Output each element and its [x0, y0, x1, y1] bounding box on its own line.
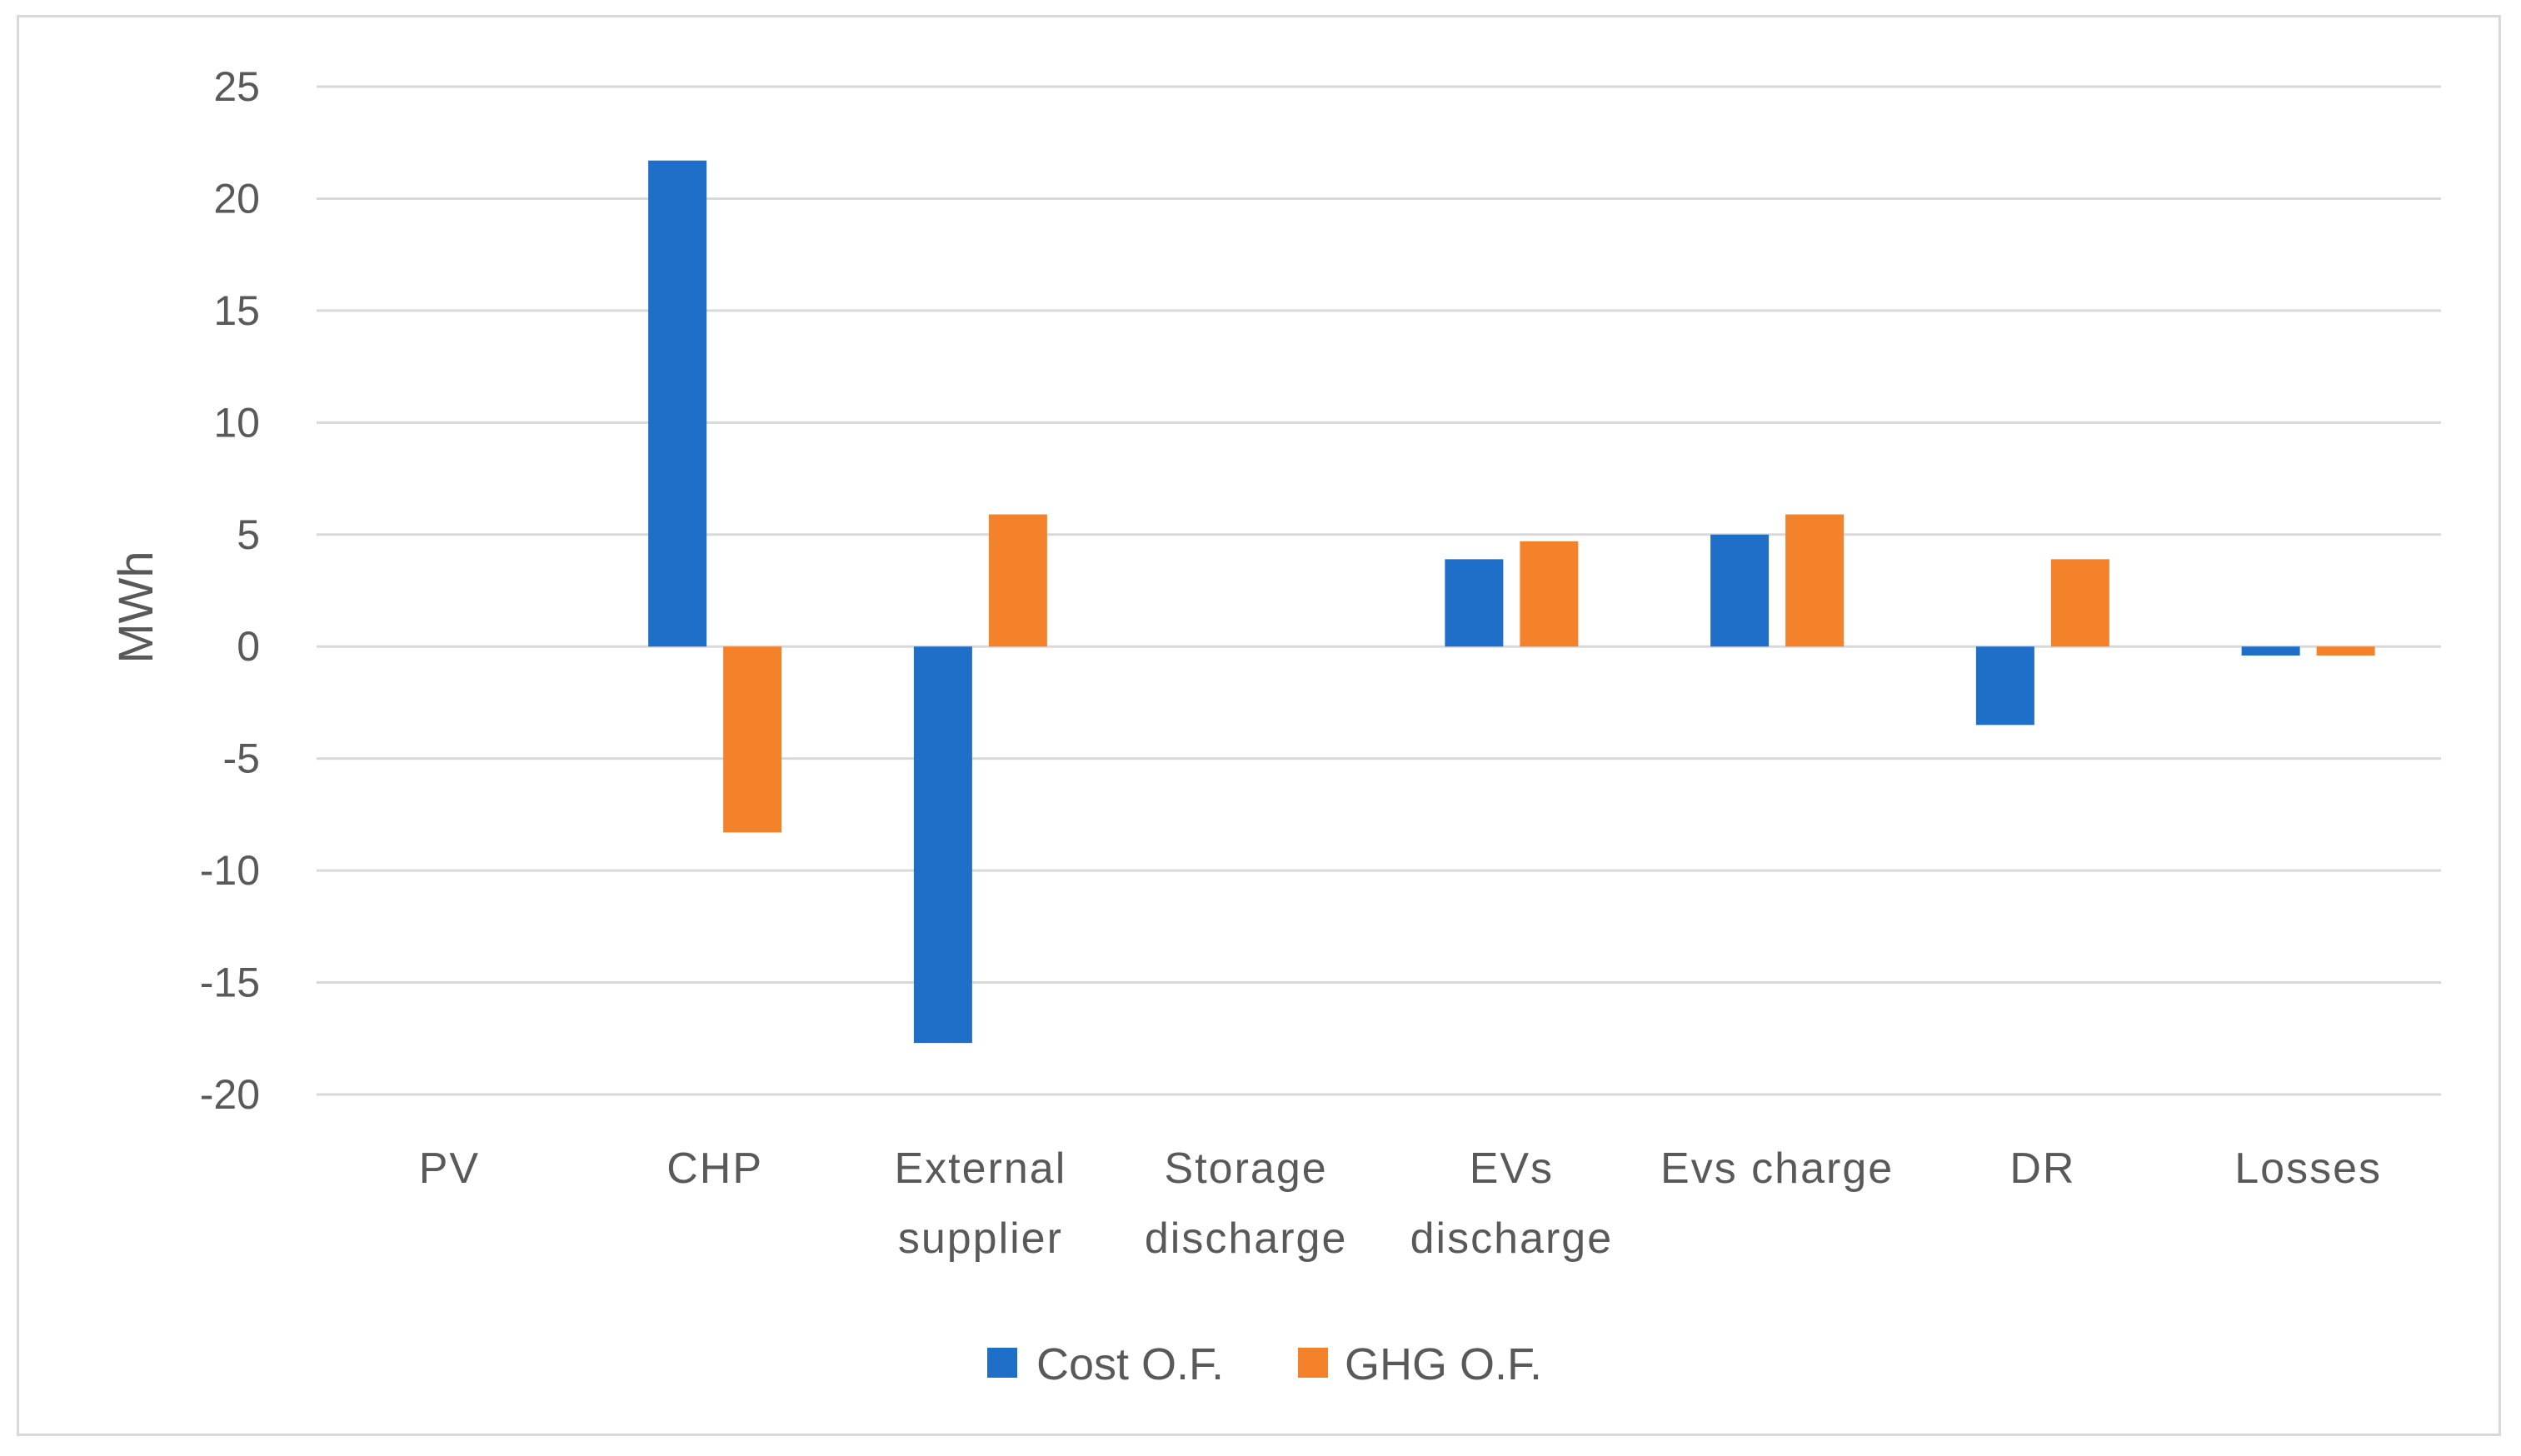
- x-category-label: DR: [2009, 1144, 2075, 1193]
- bar-cost-4: [1445, 559, 1504, 647]
- bar-cost-5: [1710, 534, 1770, 647]
- y-axis-title: MWh: [109, 551, 163, 663]
- x-category-label: Evs charge: [1660, 1144, 1894, 1193]
- bar-cost-2: [913, 646, 972, 1044]
- x-category-label: discharge: [1410, 1214, 1613, 1263]
- bar-ghg-4: [1520, 541, 1579, 647]
- x-category-label: discharge: [1145, 1214, 1347, 1263]
- y-tick-label: 15: [213, 287, 260, 334]
- x-category-label: CHP: [666, 1144, 763, 1193]
- legend-swatch: [1298, 1348, 1328, 1378]
- x-category-label: Storage: [1165, 1144, 1328, 1193]
- y-tick-label: 20: [213, 175, 260, 222]
- bar-ghg-7: [2316, 646, 2375, 656]
- y-tick-label: -15: [200, 960, 260, 1006]
- y-tick-label: -20: [200, 1071, 260, 1118]
- bar-ghg-6: [2050, 559, 2109, 647]
- chart-frame: [17, 15, 2501, 1436]
- x-axis-categories: PV CHP External supplier Storage discharge EVs…: [419, 1144, 2382, 1263]
- bar-cost-1: [648, 160, 707, 647]
- legend-swatch: [987, 1348, 1017, 1378]
- y-tick-label: 0: [237, 623, 260, 670]
- legend-label: GHG O.F.: [1345, 1339, 1542, 1389]
- y-tick-label: 10: [213, 399, 260, 446]
- y-axis-ticks: 25 20 15 10 5 0 -5 -10 -15 -20: [200, 63, 260, 1118]
- bar-ghg-1: [723, 646, 782, 833]
- bars: [648, 160, 2375, 1044]
- gridlines: [317, 85, 2441, 1096]
- bar-ghg-5: [1785, 514, 1845, 647]
- x-category-label: PV: [419, 1144, 480, 1193]
- x-category-label: EVs: [1470, 1144, 1554, 1193]
- y-tick-label: -10: [200, 847, 260, 894]
- x-category-label: External: [894, 1144, 1066, 1193]
- x-category-label: supplier: [898, 1214, 1063, 1263]
- bar-cost-6: [1975, 646, 2034, 726]
- bar-ghg-2: [988, 514, 1047, 647]
- legend-label: Cost O.F.: [1036, 1339, 1224, 1389]
- bar-cost-7: [2241, 646, 2300, 656]
- y-tick-label: 25: [213, 63, 260, 110]
- legend: Cost O.F. GHG O.F.: [987, 1339, 1542, 1389]
- x-category-label: Losses: [2234, 1144, 2382, 1193]
- y-tick-label: -5: [223, 735, 260, 782]
- y-tick-label: 5: [237, 511, 260, 558]
